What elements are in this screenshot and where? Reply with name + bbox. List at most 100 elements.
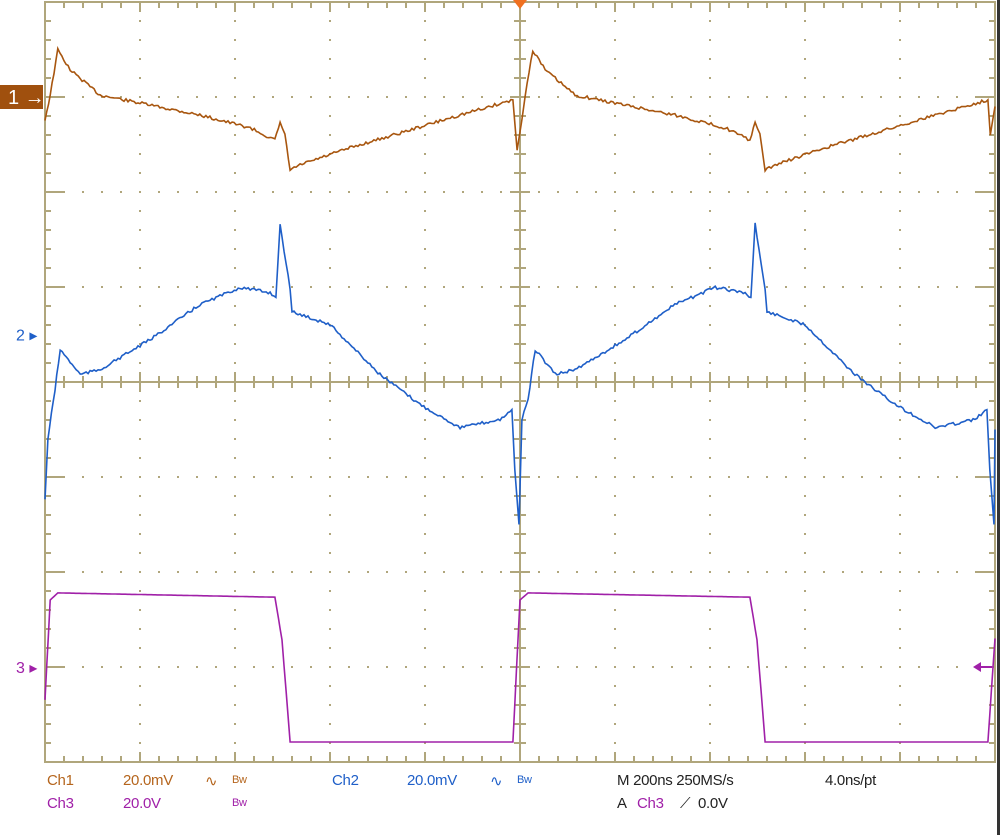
grid-dot <box>329 647 331 649</box>
grid-dot <box>538 666 540 668</box>
grid-dot <box>614 77 616 79</box>
grid-dot <box>272 571 274 573</box>
grid-dot <box>120 286 122 288</box>
grid-dot <box>424 343 426 345</box>
grid-dot <box>709 742 711 744</box>
grid-dot <box>234 514 236 516</box>
grid-dot <box>823 286 825 288</box>
ac-coupling-icon: ∿ <box>205 773 218 790</box>
grid-dot <box>329 39 331 41</box>
grid-dot <box>804 628 806 630</box>
grid-dot <box>310 666 312 668</box>
grid-dot <box>234 172 236 174</box>
ch1-marker-label: 1 → <box>8 87 45 109</box>
grid-dot <box>747 571 749 573</box>
grid-dot <box>899 419 901 421</box>
grid-dot <box>424 248 426 250</box>
grid-dot <box>348 96 350 98</box>
grid-dot <box>899 210 901 212</box>
grid-dot <box>690 96 692 98</box>
grid-dot <box>804 647 806 649</box>
grid-dot <box>196 571 198 573</box>
grid-dot <box>842 96 844 98</box>
grid-dot <box>595 286 597 288</box>
ch3-label[interactable]: Ch3 <box>47 795 74 812</box>
grid-dot <box>899 571 901 573</box>
grid-dot <box>709 704 711 706</box>
grid-dot <box>234 362 236 364</box>
grid-dot <box>804 590 806 592</box>
grid-dot <box>424 286 426 288</box>
grid-dot <box>424 590 426 592</box>
grid-dot <box>424 609 426 611</box>
grid-dot <box>804 96 806 98</box>
grid-dot <box>861 191 863 193</box>
grid-dot <box>424 704 426 706</box>
grid-dot <box>709 210 711 212</box>
grid-dot <box>557 571 559 573</box>
grid-dot <box>899 134 901 136</box>
grid-dot <box>196 286 198 288</box>
grid-dot <box>709 39 711 41</box>
grid-dot <box>804 685 806 687</box>
grid-dot <box>804 400 806 402</box>
grid-dot <box>937 666 939 668</box>
grid-dot <box>861 96 863 98</box>
grid-dot <box>329 438 331 440</box>
ch1-label[interactable]: Ch1 <box>47 772 74 789</box>
grid-dot <box>158 191 160 193</box>
grid-dot <box>177 476 179 478</box>
grid-dot <box>899 476 901 478</box>
grid-dot <box>652 571 654 573</box>
grid-dot <box>481 96 483 98</box>
grid-dot <box>120 476 122 478</box>
trigger-level[interactable]: 0.0V <box>698 795 728 812</box>
trigger-source[interactable]: Ch3 <box>637 795 664 812</box>
grid-dot <box>785 571 787 573</box>
grid-dot <box>823 476 825 478</box>
grid-dot <box>766 96 768 98</box>
ch2-label[interactable]: Ch2 <box>332 772 359 789</box>
grid-dot <box>234 742 236 744</box>
grid-dot <box>329 457 331 459</box>
grid-dot <box>177 191 179 193</box>
grid-dot <box>443 571 445 573</box>
grid-dot <box>899 39 901 41</box>
grid-dot <box>82 96 84 98</box>
grid-dot <box>728 476 730 478</box>
grid-dot <box>614 229 616 231</box>
grid-dot <box>861 476 863 478</box>
grid-dot <box>329 210 331 212</box>
grid-dot <box>804 210 806 212</box>
grid-dot <box>538 191 540 193</box>
grid-dot <box>367 96 369 98</box>
grid-dot <box>329 400 331 402</box>
timebase-readout[interactable]: M 200ns 250MS/s <box>617 772 734 789</box>
grid-dot <box>709 533 711 535</box>
grid-dot <box>329 267 331 269</box>
grid-dot <box>424 115 426 117</box>
grid-dot <box>766 571 768 573</box>
grid-dot <box>329 514 331 516</box>
grid-dot <box>120 96 122 98</box>
grid-dot <box>101 286 103 288</box>
grid-dot <box>139 742 141 744</box>
grid-dot <box>728 286 730 288</box>
grid-dot <box>291 286 293 288</box>
grid-dot <box>234 571 236 573</box>
grid-dot <box>747 191 749 193</box>
grid-dot <box>595 96 597 98</box>
grid-dot <box>82 476 84 478</box>
grid-dot <box>709 685 711 687</box>
grid-dot <box>329 552 331 554</box>
trigger-position-marker <box>513 0 527 9</box>
grid-dot <box>614 666 616 668</box>
grid-dot <box>500 191 502 193</box>
grid-dot <box>956 96 958 98</box>
grid-dot <box>329 305 331 307</box>
grid-dot <box>234 191 236 193</box>
grid-dot <box>709 419 711 421</box>
grid-dot <box>291 96 293 98</box>
grid-dot <box>614 704 616 706</box>
grid-dot <box>633 571 635 573</box>
